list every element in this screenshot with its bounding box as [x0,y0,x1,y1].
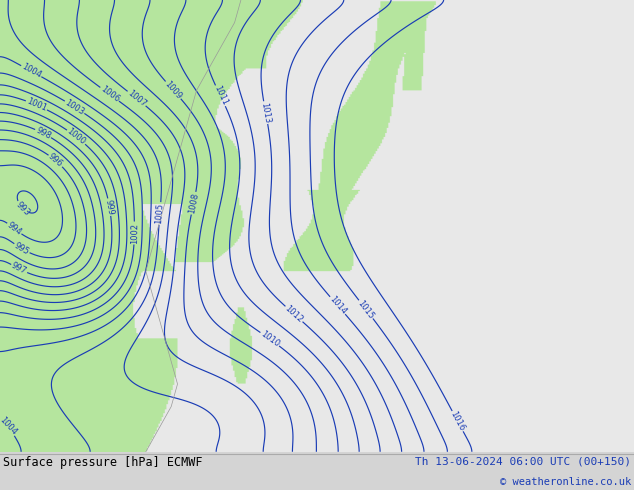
Text: Surface pressure [hPa] ECMWF: Surface pressure [hPa] ECMWF [3,456,203,469]
Text: 1004: 1004 [0,416,18,437]
Text: 998: 998 [34,126,53,141]
Text: 1005: 1005 [155,203,165,224]
Text: 1006: 1006 [98,84,121,104]
Text: 1009: 1009 [163,79,183,101]
Text: 1011: 1011 [212,84,229,107]
Text: 1012: 1012 [283,304,305,324]
Text: 994: 994 [5,220,23,237]
Text: 1010: 1010 [259,329,281,349]
Text: 1007: 1007 [126,88,148,109]
Text: 1014: 1014 [327,294,348,317]
Text: 995: 995 [13,241,31,256]
Text: 1002: 1002 [130,222,139,244]
Text: 1013: 1013 [259,101,272,124]
Text: 1000: 1000 [65,127,87,147]
Text: © weatheronline.co.uk: © weatheronline.co.uk [500,477,631,488]
Text: 1015: 1015 [356,298,376,320]
Text: 1003: 1003 [63,98,86,117]
Text: 993: 993 [14,199,32,217]
Text: 1008: 1008 [187,192,200,215]
Text: Th 13-06-2024 06:00 UTC (00+150): Th 13-06-2024 06:00 UTC (00+150) [415,456,631,466]
Text: 999: 999 [104,198,115,216]
Text: 997: 997 [10,261,28,276]
Text: 1016: 1016 [449,410,467,433]
Text: 1004: 1004 [20,62,42,80]
Text: 1001: 1001 [25,97,48,113]
Text: 996: 996 [47,152,65,169]
